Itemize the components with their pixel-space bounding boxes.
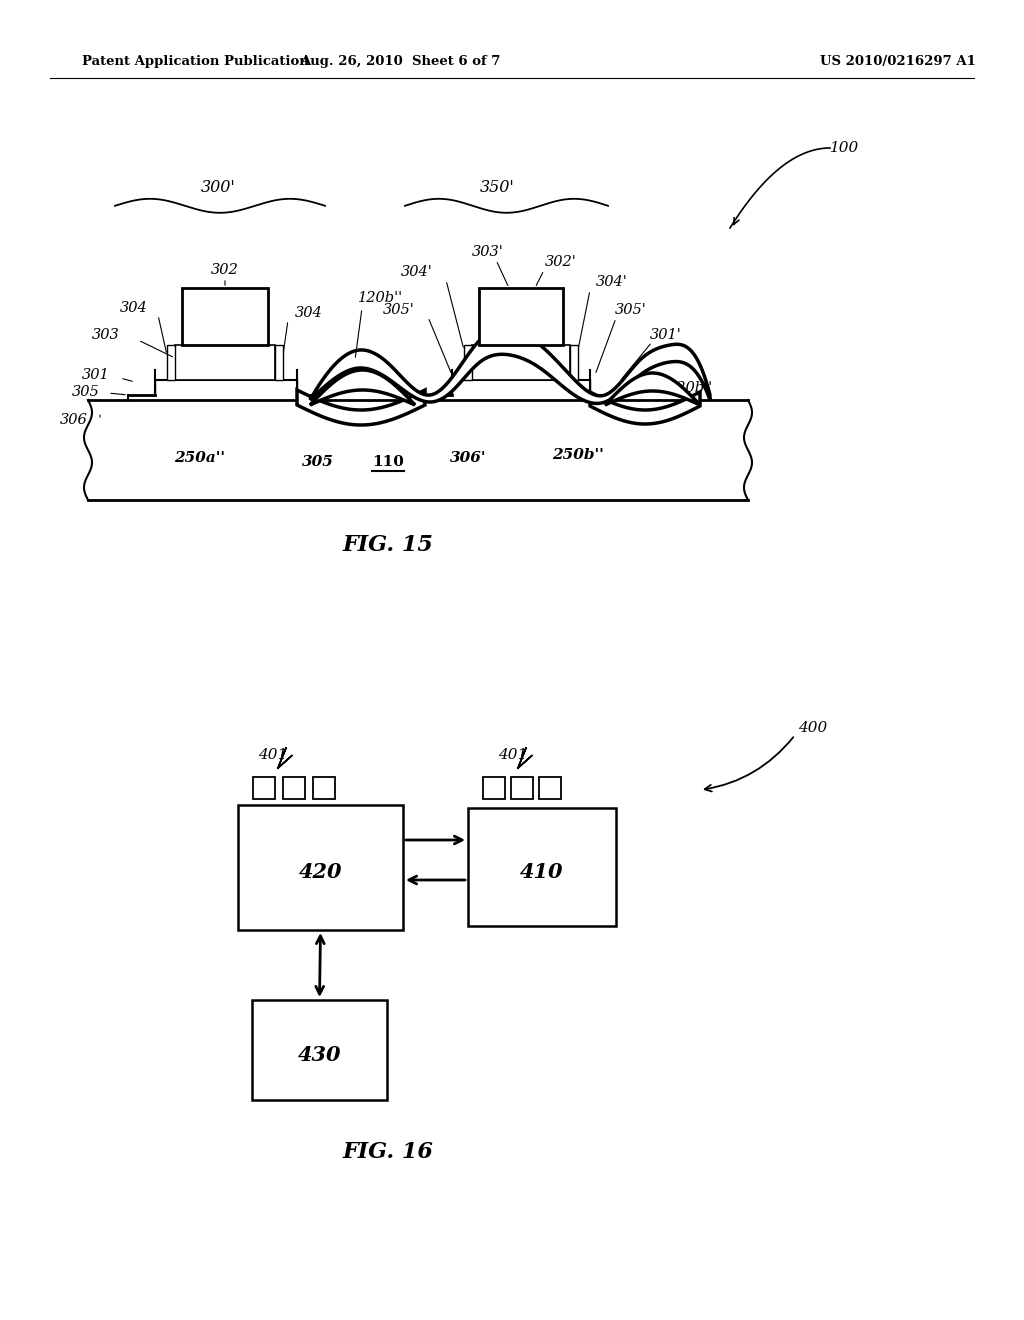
Text: 401: 401 [498,748,527,762]
Bar [253,777,275,799]
Bar [283,777,305,799]
Text: 305': 305' [615,304,647,317]
Text: 304: 304 [295,306,323,319]
Text: 120b'': 120b'' [358,290,403,305]
Text: 250a'': 250a'' [174,451,225,465]
Text: 350': 350' [479,180,514,197]
Bar [167,345,175,380]
Text: 120b'': 120b'' [668,381,713,395]
Text: 110: 110 [372,455,403,469]
Bar [479,288,563,345]
Bar [539,777,561,799]
Text: 306: 306 [60,413,88,426]
Text: 304: 304 [120,301,148,315]
Text: 400: 400 [798,721,827,735]
Polygon shape [297,389,425,425]
Text: 304': 304' [596,275,628,289]
Text: 305': 305' [383,304,415,317]
Bar [483,777,505,799]
Text: 302': 302' [545,255,577,269]
Text: 300': 300' [201,180,236,197]
Text: 250b'': 250b'' [552,447,604,462]
Text: 305: 305 [73,385,100,399]
Bar [570,345,578,380]
Polygon shape [310,370,415,405]
Bar [252,1001,387,1100]
Text: 420: 420 [299,862,342,883]
Bar [511,777,534,799]
Text: 303': 303' [472,246,504,259]
Text: Patent Application Publication: Patent Application Publication [82,55,309,69]
Text: 303: 303 [92,327,120,342]
Text: 302: 302 [211,263,239,277]
Text: 305: 305 [302,455,334,469]
Bar [472,345,570,380]
Text: 306': 306' [450,451,486,465]
Bar [275,345,283,380]
Bar [313,777,335,799]
Text: 401: 401 [258,748,288,762]
Bar [238,805,403,931]
Polygon shape [605,374,700,405]
Bar [182,288,268,345]
Text: 304': 304' [401,265,433,279]
Polygon shape [590,392,700,424]
Polygon shape [310,330,710,404]
Text: 301': 301' [650,327,682,342]
Text: FIG. 15: FIG. 15 [343,535,433,556]
Text: 430: 430 [298,1045,341,1065]
Text: 301: 301 [82,368,110,381]
Text: 100: 100 [830,141,859,154]
Bar [175,345,275,380]
Bar [468,808,616,927]
Text: 410: 410 [520,862,564,882]
Text: US 2010/0216297 A1: US 2010/0216297 A1 [820,55,976,69]
Bar [464,345,472,380]
Text: FIG. 16: FIG. 16 [343,1140,433,1163]
Text: Aug. 26, 2010  Sheet 6 of 7: Aug. 26, 2010 Sheet 6 of 7 [300,55,500,69]
